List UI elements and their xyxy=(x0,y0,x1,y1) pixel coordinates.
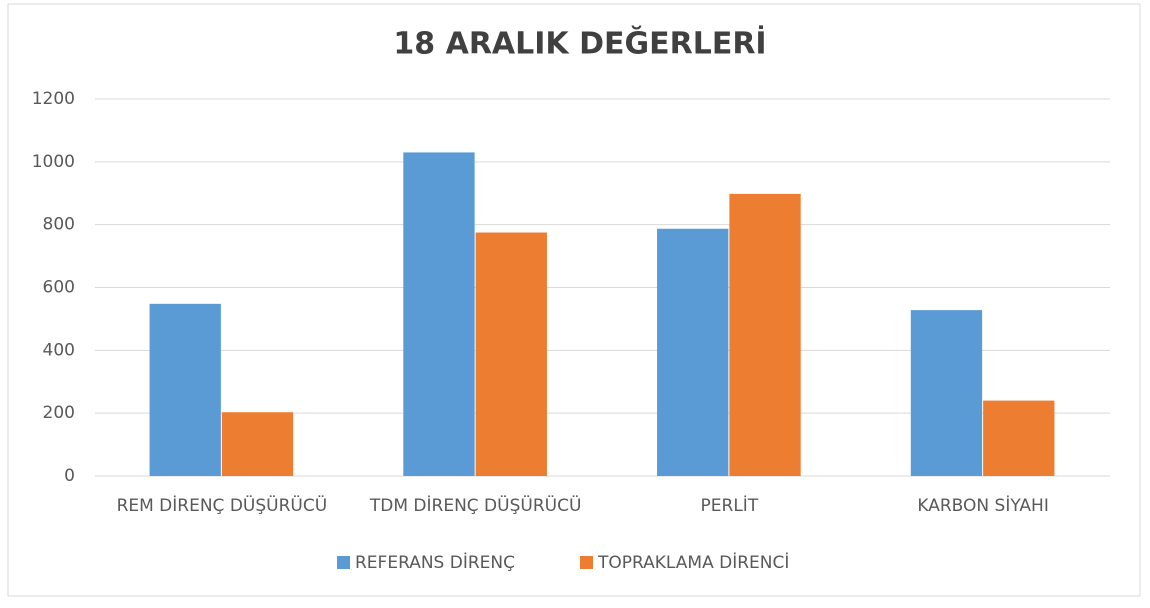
y-tick-label: 1000 xyxy=(32,152,75,172)
legend-swatch xyxy=(580,556,593,569)
x-tick-label: KARBON SİYAHI xyxy=(917,495,1048,516)
bar xyxy=(221,412,294,476)
legend-swatch xyxy=(337,556,350,569)
y-tick-label: 1200 xyxy=(32,89,75,109)
bar xyxy=(729,193,801,476)
chart-title: 18 ARALIK DEĞERLERİ xyxy=(393,25,766,62)
y-tick-label: 200 xyxy=(43,403,75,423)
x-tick-label: TDM DİRENÇ DÜŞÜRÜCÜ xyxy=(369,494,582,516)
legend-label: REFERANS DİRENÇ xyxy=(355,552,515,573)
bar xyxy=(149,303,221,476)
x-tick-label: REM DİRENÇ DÜŞÜRÜCÜ xyxy=(117,494,328,516)
bar xyxy=(403,152,475,477)
legend-label: TOPRAKLAMA DİRENCİ xyxy=(597,552,789,573)
y-tick-label: 400 xyxy=(43,340,75,360)
bar xyxy=(475,232,547,476)
bar xyxy=(910,310,983,476)
bar xyxy=(657,228,729,476)
y-tick-label: 800 xyxy=(43,215,75,235)
chart-frame xyxy=(7,3,1141,597)
x-tick-label: PERLİT xyxy=(701,495,759,516)
y-tick-label: 600 xyxy=(43,278,75,298)
y-tick-label: 0 xyxy=(64,466,75,486)
bar xyxy=(983,400,1055,476)
